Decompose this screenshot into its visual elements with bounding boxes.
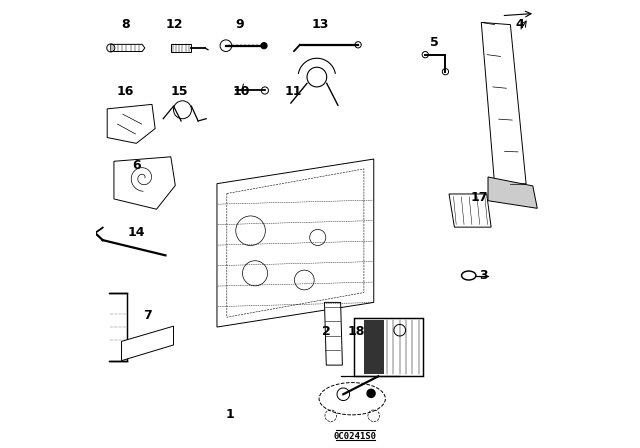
Circle shape — [261, 43, 267, 49]
Text: 1: 1 — [226, 408, 235, 421]
Polygon shape — [449, 194, 491, 227]
Text: 8: 8 — [121, 18, 129, 31]
Polygon shape — [114, 157, 175, 209]
Text: 17: 17 — [470, 190, 488, 204]
Ellipse shape — [461, 271, 476, 280]
Polygon shape — [364, 320, 383, 374]
Text: 10: 10 — [233, 85, 250, 99]
Circle shape — [367, 389, 375, 397]
Text: 2: 2 — [323, 325, 331, 338]
Text: 14: 14 — [127, 226, 145, 240]
Text: 6: 6 — [132, 159, 141, 172]
Text: 5: 5 — [430, 36, 438, 49]
Text: 13: 13 — [311, 18, 329, 31]
Polygon shape — [111, 44, 145, 52]
Text: 18: 18 — [347, 325, 365, 338]
Text: 12: 12 — [166, 18, 183, 31]
Polygon shape — [122, 326, 173, 361]
Polygon shape — [108, 104, 155, 143]
Text: 0C0241S0: 0C0241S0 — [333, 432, 376, 441]
Text: 9: 9 — [235, 18, 244, 31]
Text: 16: 16 — [116, 85, 134, 99]
Polygon shape — [481, 22, 526, 186]
Bar — [171, 44, 191, 52]
Polygon shape — [217, 159, 374, 327]
Text: 11: 11 — [284, 85, 302, 99]
Text: 3: 3 — [479, 269, 488, 282]
Polygon shape — [324, 302, 342, 365]
Text: 15: 15 — [170, 85, 188, 99]
Polygon shape — [488, 177, 538, 208]
Text: 4: 4 — [515, 18, 524, 31]
Text: 7: 7 — [143, 309, 152, 323]
Polygon shape — [353, 318, 423, 376]
